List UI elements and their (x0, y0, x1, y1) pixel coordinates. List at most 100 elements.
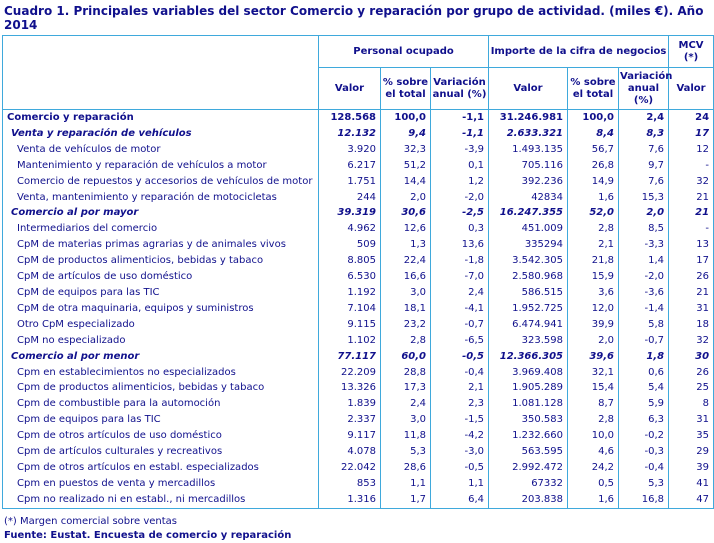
cell-value: 47 (668, 491, 714, 509)
cell-value: 3,6 (567, 284, 619, 301)
cell-value: 2,4 (617, 109, 670, 126)
cell-value: -1,5 (430, 412, 489, 429)
cell-value: 8,5 (617, 221, 670, 238)
row-label: Comercio al por mayor (2, 205, 319, 222)
cell-value: 5,3 (617, 475, 670, 492)
table-row: Cpm de artículos culturales y recreativo… (2, 444, 714, 460)
cell-value: -7,0 (430, 269, 489, 285)
cell-value: 39,6 (567, 348, 619, 365)
row-label: CpM de otra maquinaria, equipos y sumini… (2, 300, 319, 317)
cell-value: 4.962 (318, 221, 381, 238)
cell-value: 23,2 (380, 316, 431, 333)
cell-value: 2,0 (380, 189, 431, 206)
cell-value: -1,1 (430, 125, 489, 142)
table-row: CpM de equipos para las TIC 1.192 3,0 2,4 58… (2, 284, 714, 301)
subheader-importe-pct: % sobre el total (567, 67, 619, 110)
cell-value: 0,1 (430, 157, 489, 174)
row-label: Otro CpM especializado (2, 316, 319, 333)
table-row: Otro CpM especializado 9.115 23,2 -0,7 6.474… (2, 316, 714, 333)
cell-value: 12 (668, 141, 714, 158)
subheader-mcv-valor: Valor (668, 67, 714, 110)
cell-value: 13.326 (318, 380, 381, 397)
table-row: Venta de vehículos de motor 3.920 32,3 -3,9… (2, 141, 714, 158)
cell-value: 31 (668, 300, 714, 317)
cell-value: 31 (668, 412, 714, 429)
table-row: CpM de materias primas agrarias y de ani… (2, 237, 714, 254)
cell-value: 18,1 (380, 300, 431, 317)
cell-value: 15,3 (617, 189, 670, 206)
row-label: Cpm de otros artículos de uso doméstico (2, 428, 319, 445)
cell-value: 41 (668, 475, 714, 492)
cell-value: 30,6 (380, 205, 431, 222)
cell-value: 2,3 (430, 396, 489, 413)
cell-value: 22.209 (318, 364, 381, 381)
cell-value: 12.366.305 (488, 348, 568, 365)
row-label: Venta y reparación de vehículos (2, 125, 319, 142)
row-label: CpM de productos alimenticios, bebidas y… (2, 253, 319, 270)
table-header: Personal ocupado Importe de la cifra de … (2, 35, 714, 110)
cell-value: 451.009 (488, 221, 568, 238)
table-title: Cuadro 1. Principales variables del sect… (4, 4, 704, 32)
cell-value: 1.751 (318, 173, 381, 190)
cell-value: 26,8 (567, 157, 619, 174)
subheader-importe-variacion: Variación anual (%) (617, 67, 672, 110)
cell-value: 0,5 (567, 475, 619, 492)
cell-value: 8,4 (567, 125, 619, 142)
cell-value: 29 (668, 444, 714, 460)
row-label: CpM no especializado (2, 332, 319, 349)
table-row: Cpm de otros artículos en establ. especi… (2, 459, 714, 476)
row-label: Intermediarios del comercio (2, 221, 319, 238)
cell-value: 563.595 (488, 444, 568, 460)
row-label: Cpm de artículos culturales y recreativo… (2, 444, 319, 460)
row-label: Cpm en establecimientos no especializado… (2, 364, 319, 381)
cell-value: 1,6 (567, 491, 619, 509)
cell-value: 56,7 (567, 141, 619, 158)
cell-value: 9.117 (318, 428, 381, 445)
row-label: CpM de artículos de uso doméstico (2, 269, 319, 285)
table-row: Cpm en puestos de venta y mercadillos 853… (2, 475, 714, 492)
cell-value: -0,4 (430, 364, 489, 381)
cell-value: 3.969.408 (488, 364, 568, 381)
cell-value: 6.530 (318, 269, 381, 285)
cell-value: 39.319 (318, 205, 381, 222)
cell-value: 22.042 (318, 459, 381, 476)
cell-value: 51,2 (380, 157, 431, 174)
row-label: Venta, mantenimiento y reparación de mot… (2, 189, 319, 206)
cell-value: 12,6 (380, 221, 431, 238)
cell-value: -0,7 (617, 332, 670, 349)
row-label: Cpm de otros artículos en establ. especi… (2, 459, 319, 476)
row-label: CpM de equipos para las TIC (2, 284, 319, 301)
table-row: Mantenimiento y reparación de vehículos … (2, 157, 714, 174)
subheader-personal-valor: Valor (318, 67, 381, 110)
cell-value: 7,6 (617, 141, 670, 158)
table-row: Intermediarios del comercio 4.962 12,6 0,3 4… (2, 221, 714, 238)
cell-value: 350.583 (488, 412, 568, 429)
cell-value: 8,7 (567, 396, 619, 413)
cell-value: 509 (318, 237, 381, 254)
cell-value: 5,4 (617, 380, 670, 397)
footnotes: (*) Margen comercial sobre ventas Fuente… (0, 509, 714, 543)
row-label: Cpm de combustible para la automoción (2, 396, 319, 413)
cell-value: 1,6 (567, 189, 619, 206)
subheader-personal-pct: % sobre el total (380, 67, 431, 110)
cell-value: 15,9 (567, 269, 619, 285)
cell-value: 5,9 (617, 396, 670, 413)
cell-value: 8 (668, 396, 714, 413)
table-row: Cpm de productos alimenticios, bebidas y… (2, 380, 714, 397)
header-row-label-blank (2, 35, 319, 110)
cell-value: -3,9 (430, 141, 489, 158)
cell-value: 203.838 (488, 491, 568, 509)
row-label: Venta de vehículos de motor (2, 141, 319, 158)
cell-value: -6,5 (430, 332, 489, 349)
table-row: CpM de otra maquinaria, equipos y sumini… (2, 300, 714, 317)
cell-value: 0,6 (617, 364, 670, 381)
cell-value: 8,3 (617, 125, 670, 142)
cell-value: -2,0 (430, 189, 489, 206)
cell-value: 2.580.968 (488, 269, 568, 285)
cell-value: 1.905.289 (488, 380, 568, 397)
cell-value: 2,8 (380, 332, 431, 349)
cell-value: 24,2 (567, 459, 619, 476)
cell-value: 1.493.135 (488, 141, 568, 158)
cell-value: 1.952.725 (488, 300, 568, 317)
cell-value: -1,1 (430, 109, 489, 126)
